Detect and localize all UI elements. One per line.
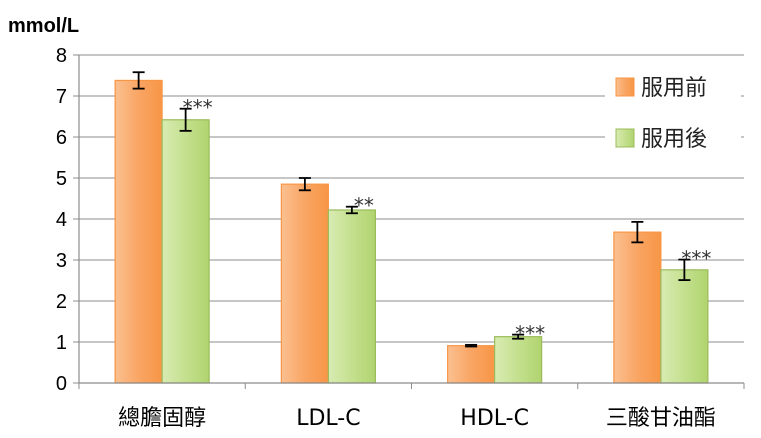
significance-label: ***: [183, 96, 213, 120]
bar-before: [114, 79, 163, 384]
y-tick-label: 6: [56, 127, 67, 149]
bar-after: [494, 336, 543, 384]
legend-label: 服用前: [641, 76, 707, 101]
bar-after: [161, 119, 210, 384]
significance-label: **: [354, 194, 374, 218]
bar-after: [327, 209, 376, 384]
x-category-label: 總膽固醇: [118, 406, 206, 431]
error-bar: [298, 177, 311, 192]
bar-before: [280, 183, 329, 384]
bars: [114, 79, 709, 384]
y-tick-label: 4: [56, 209, 67, 231]
y-tick-label: 0: [56, 373, 67, 395]
y-tick-label: 5: [56, 168, 67, 190]
axes: [78, 55, 745, 389]
error-bar: [512, 333, 525, 340]
x-category-label: LDL-C: [296, 406, 360, 431]
error-bar: [465, 343, 478, 348]
y-tick-label: 3: [56, 250, 67, 272]
legend-swatch: [615, 77, 635, 97]
y-unit-label: mmol/L: [8, 15, 79, 37]
bar-before: [447, 345, 496, 384]
significance-labels: ***********: [183, 96, 712, 346]
x-axis-categories: 總膽固醇 LDL-C HDL-C 三酸甘油酯: [118, 406, 716, 431]
bar-after: [660, 269, 709, 384]
error-bar: [678, 258, 691, 281]
error-bar: [132, 71, 145, 90]
error-bar: [345, 205, 358, 215]
legend-label: 服用後: [641, 127, 707, 152]
error-bars: [132, 71, 691, 348]
error-bar: [179, 107, 192, 132]
error-bar: [631, 220, 644, 244]
y-tick-label: 8: [56, 45, 67, 67]
y-tick-label: 7: [56, 86, 67, 108]
x-category-label: HDL-C: [460, 406, 529, 431]
bar-before: [613, 231, 662, 384]
y-tick-label: 1: [56, 332, 67, 354]
significance-label: ***: [681, 247, 711, 271]
x-category-label: 三酸甘油酯: [606, 406, 716, 431]
significance-label: ***: [515, 322, 545, 346]
y-tick-label: 2: [56, 291, 67, 313]
y-axis-ticks: 0 1 2 3 4 5 6 7 8: [56, 45, 79, 395]
legend-swatch: [615, 128, 635, 148]
